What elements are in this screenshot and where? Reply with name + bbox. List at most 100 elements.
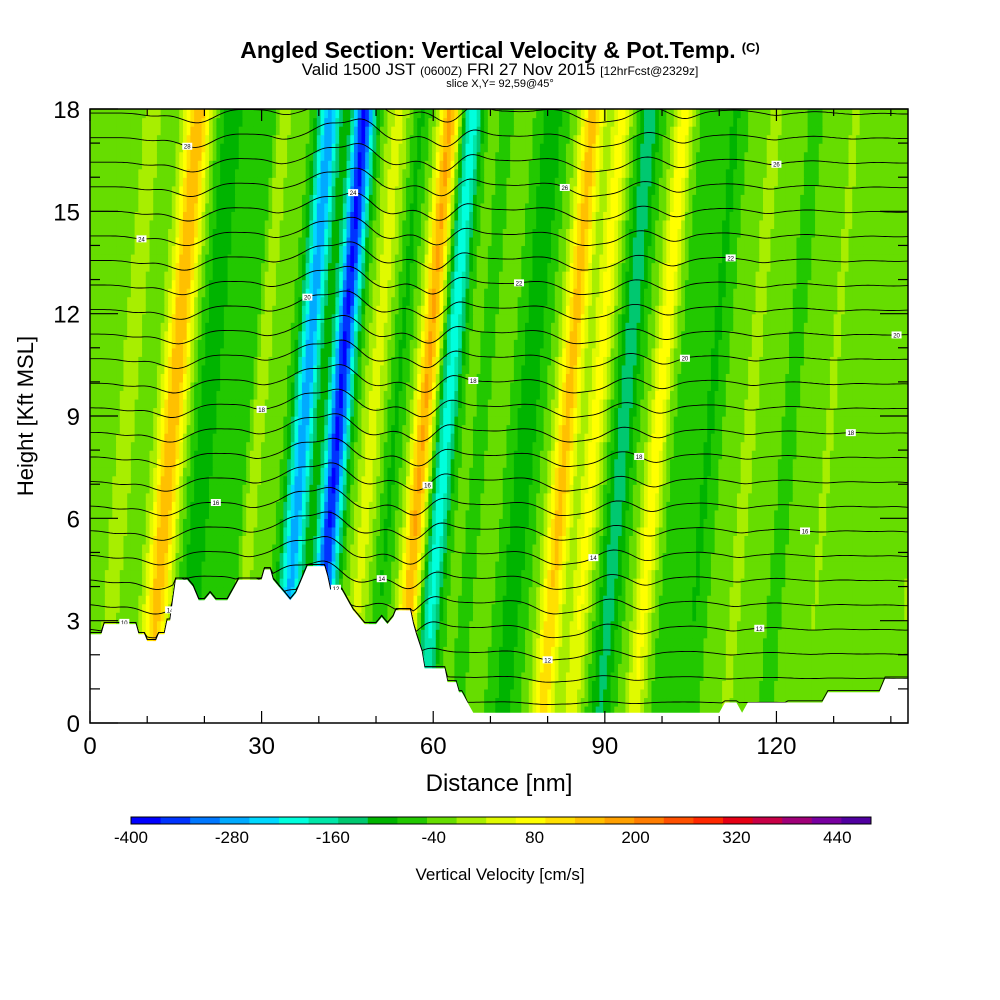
- velocity-cell: [617, 535, 623, 545]
- velocity-cell: [324, 543, 329, 554]
- velocity-cell: [539, 603, 545, 613]
- velocity-cell: [350, 552, 355, 562]
- velocity-cell: [621, 680, 627, 690]
- velocity-cell: [822, 663, 827, 673]
- velocity-cell: [736, 637, 742, 647]
- velocity-cell: [844, 620, 850, 630]
- velocity-cell: [476, 671, 482, 681]
- velocity-cell: [770, 671, 775, 681]
- velocity-cell: [662, 663, 667, 673]
- velocity-cell: [848, 654, 853, 664]
- velocity-cell: [365, 603, 370, 613]
- velocity-cell: [108, 560, 113, 571]
- velocity-cell: [803, 569, 809, 579]
- velocity-cell: [558, 663, 563, 673]
- velocity-cell: [621, 569, 627, 579]
- velocity-cell: [614, 578, 619, 588]
- velocity-cell: [792, 680, 798, 690]
- velocity-cell: [777, 654, 783, 664]
- velocity-cell: [785, 688, 790, 699]
- velocity-cell: [469, 654, 474, 664]
- velocity-cell: [588, 705, 593, 716]
- velocity-cell: [339, 535, 344, 545]
- velocity-cell: [855, 663, 861, 673]
- velocity-cell: [629, 552, 634, 562]
- velocity-cell: [792, 629, 798, 639]
- velocity-cell: [246, 543, 251, 554]
- velocity-cell: [621, 663, 627, 673]
- velocity-cell: [476, 535, 482, 545]
- velocity-cell: [870, 543, 876, 554]
- velocity-cell: [123, 569, 128, 579]
- velocity-cell: [123, 543, 128, 554]
- velocity-cell: [703, 603, 708, 613]
- velocity-cell: [811, 680, 816, 690]
- velocity-cell: [290, 526, 296, 536]
- velocity-cell: [893, 620, 898, 630]
- velocity-cell: [365, 586, 370, 596]
- velocity-cell: [309, 560, 314, 571]
- velocity-cell: [636, 612, 641, 622]
- velocity-cell: [777, 543, 783, 554]
- velocity-cell: [841, 535, 846, 545]
- velocity-cell: [841, 671, 846, 681]
- velocity-cell: [625, 637, 630, 647]
- velocity-cell: [361, 569, 366, 579]
- velocity-cell: [844, 646, 850, 656]
- velocity-cell: [450, 654, 455, 664]
- velocity-cell: [454, 612, 459, 622]
- velocity-cell: [499, 680, 504, 690]
- velocity-cell: [874, 586, 879, 596]
- velocity-cell: [844, 637, 850, 647]
- velocity-cell: [227, 535, 232, 545]
- velocity-cell: [662, 569, 667, 579]
- velocity-cell: [446, 646, 452, 656]
- velocity-cell: [480, 578, 485, 588]
- velocity-cell: [536, 526, 541, 536]
- velocity-cell: [874, 663, 879, 673]
- velocity-cell: [353, 526, 359, 536]
- velocity-cell: [502, 629, 508, 639]
- velocity-cell: [287, 586, 292, 596]
- velocity-cell: [231, 535, 236, 545]
- velocity-cell: [577, 569, 582, 579]
- velocity-cell: [521, 620, 526, 630]
- velocity-cell: [591, 646, 597, 656]
- velocity-cell: [327, 526, 333, 536]
- velocity-cell: [275, 543, 281, 554]
- velocity-cell: [658, 595, 664, 605]
- velocity-cell: [833, 603, 838, 613]
- velocity-cell: [588, 680, 593, 690]
- velocity-cell: [93, 620, 99, 630]
- velocity-cell: [595, 612, 600, 622]
- velocity-cell: [621, 697, 627, 707]
- velocity-cell: [636, 526, 641, 536]
- velocity-cell: [855, 620, 861, 630]
- velocity-cell: [469, 543, 474, 554]
- velocity-cell: [736, 620, 742, 630]
- velocity-cell: [413, 595, 418, 605]
- velocity-cell: [398, 535, 403, 545]
- velocity-cell: [339, 569, 344, 579]
- velocity-cell: [446, 603, 452, 613]
- velocity-cell: [480, 637, 485, 647]
- velocity-cell: [562, 620, 567, 630]
- velocity-cell: [316, 535, 322, 545]
- velocity-cell: [811, 663, 816, 673]
- velocity-cell: [93, 629, 99, 639]
- velocity-cell: [625, 569, 630, 579]
- velocity-cell: [565, 552, 571, 562]
- velocity-cell: [353, 569, 359, 579]
- velocity-cell: [762, 637, 768, 647]
- velocity-cell: [625, 552, 630, 562]
- velocity-cell: [651, 654, 656, 664]
- velocity-cell: [766, 688, 772, 699]
- velocity-cell: [532, 663, 537, 673]
- velocity-cell: [257, 569, 262, 579]
- velocity-cell: [774, 569, 779, 579]
- velocity-cell: [536, 620, 541, 630]
- velocity-cell: [878, 612, 883, 622]
- velocity-cell: [684, 603, 690, 613]
- velocity-cell: [822, 612, 827, 622]
- velocity-cell: [666, 620, 671, 630]
